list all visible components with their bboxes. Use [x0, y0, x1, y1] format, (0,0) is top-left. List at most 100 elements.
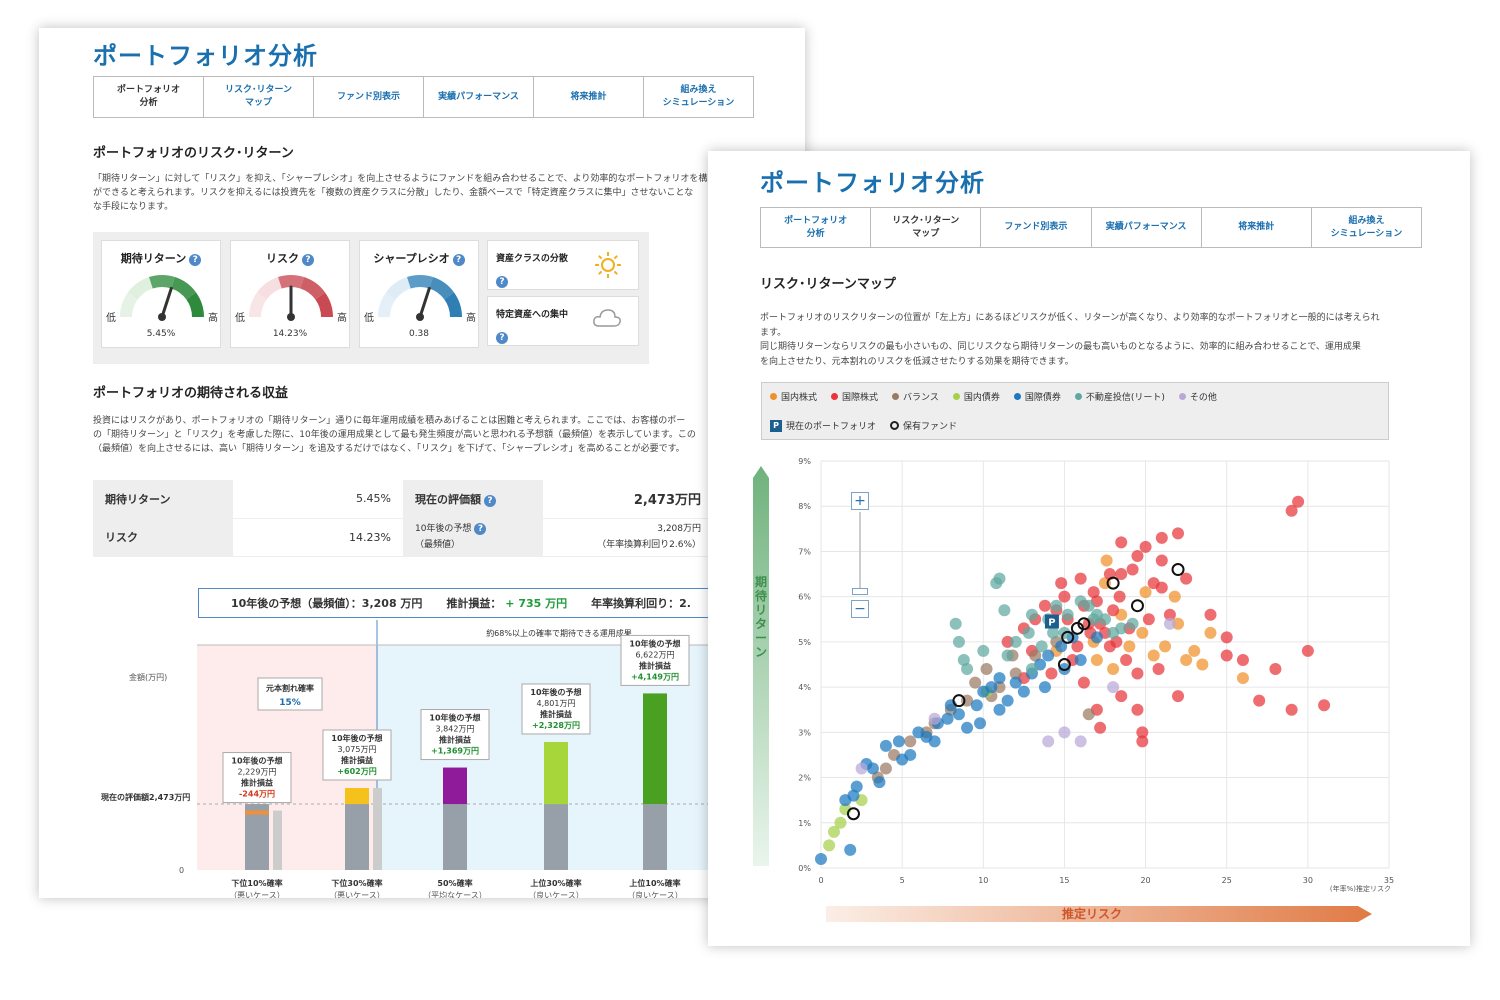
fund-point[interactable]	[1100, 554, 1113, 567]
fund-point[interactable]	[952, 708, 965, 721]
fund-point[interactable]	[1168, 590, 1181, 603]
fund-point[interactable]	[928, 712, 941, 725]
current-portfolio-marker[interactable]: P	[1044, 614, 1059, 629]
fund-point[interactable]	[1042, 735, 1055, 748]
fund-point[interactable]	[1152, 663, 1165, 676]
fund-point[interactable]	[1155, 531, 1168, 544]
fund-point[interactable]	[970, 699, 983, 712]
fund-point[interactable]	[1009, 676, 1022, 689]
fund-point[interactable]	[1045, 667, 1058, 680]
fund-point[interactable]	[1120, 653, 1133, 666]
fund-point[interactable]	[1055, 577, 1068, 590]
fund-point[interactable]	[892, 735, 905, 748]
fund-point[interactable]	[1025, 663, 1038, 676]
fund-point[interactable]	[985, 681, 998, 694]
fund-point[interactable]	[1123, 640, 1136, 653]
legend-item[interactable]: 国際株式	[831, 390, 878, 403]
fund-point[interactable]	[1188, 644, 1201, 657]
fund-point[interactable]	[1074, 653, 1087, 666]
fund-point[interactable]	[1058, 726, 1071, 739]
fund-point[interactable]	[993, 672, 1006, 685]
fund-point[interactable]	[1196, 658, 1209, 671]
fund-point[interactable]	[1131, 667, 1144, 680]
held-fund-marker[interactable]	[1077, 617, 1091, 631]
tab-5[interactable]: 将来推計	[533, 77, 643, 117]
fund-point[interactable]	[957, 653, 970, 666]
fund-point[interactable]	[1082, 708, 1095, 721]
help-icon[interactable]: ?	[496, 276, 508, 288]
fund-point[interactable]	[1009, 667, 1022, 680]
fund-point[interactable]	[1139, 586, 1152, 599]
fund-point[interactable]	[1071, 640, 1084, 653]
fund-point[interactable]	[941, 712, 954, 725]
fund-point[interactable]	[1107, 681, 1120, 694]
fund-point[interactable]	[1058, 590, 1071, 603]
fund-point[interactable]	[1029, 649, 1042, 662]
fund-point[interactable]	[1236, 653, 1249, 666]
help-icon[interactable]: ?	[483, 494, 496, 507]
fund-point[interactable]	[1074, 572, 1087, 585]
fund-point[interactable]	[1090, 631, 1103, 644]
fund-point[interactable]	[1094, 721, 1107, 734]
fund-point[interactable]	[1087, 586, 1100, 599]
fund-point[interactable]	[1220, 631, 1233, 644]
legend-item[interactable]: その他	[1178, 390, 1217, 403]
fund-point[interactable]	[1055, 640, 1068, 653]
fund-point[interactable]	[1113, 590, 1126, 603]
fund-point[interactable]	[879, 762, 892, 775]
fund-point[interactable]	[993, 703, 1006, 716]
fund-point[interactable]	[961, 663, 974, 676]
fund-point[interactable]	[1099, 613, 1111, 626]
fund-point[interactable]	[1090, 653, 1103, 666]
zoom-slider-handle[interactable]	[852, 588, 868, 595]
tab-5[interactable]: 将来推計	[1200, 208, 1311, 247]
fund-point[interactable]	[1285, 504, 1298, 517]
fund-point[interactable]	[855, 762, 868, 775]
fund-point[interactable]	[1136, 735, 1149, 748]
fund-point[interactable]	[998, 604, 1011, 617]
fund-point[interactable]	[1292, 495, 1305, 508]
fund-point[interactable]	[1126, 563, 1139, 576]
fund-point[interactable]	[904, 735, 917, 748]
fund-point[interactable]	[1159, 640, 1172, 653]
fund-point[interactable]	[1042, 649, 1055, 662]
fund-point[interactable]	[1172, 690, 1185, 703]
fund-point[interactable]	[969, 676, 982, 689]
fund-point[interactable]	[1318, 699, 1331, 712]
help-icon[interactable]: ?	[452, 254, 465, 266]
fund-point[interactable]	[1253, 694, 1266, 707]
fund-point[interactable]	[1204, 608, 1217, 621]
help-icon[interactable]: ?	[496, 332, 508, 344]
help-icon[interactable]: ?	[474, 523, 487, 535]
fund-point[interactable]	[974, 717, 987, 730]
fund-point[interactable]	[873, 776, 886, 789]
fund-point[interactable]	[1103, 640, 1116, 653]
fund-point[interactable]	[1131, 549, 1144, 562]
fund-point[interactable]	[1038, 681, 1051, 694]
fund-point[interactable]	[1147, 577, 1160, 590]
fund-point[interactable]	[827, 825, 840, 838]
fund-point[interactable]	[928, 735, 941, 748]
held-fund-marker[interactable]	[1130, 599, 1144, 613]
fund-point[interactable]	[879, 739, 892, 752]
fund-point[interactable]	[1074, 735, 1087, 748]
fund-point[interactable]	[952, 635, 965, 648]
tab-2[interactable]: リスク･リターン マップ	[203, 77, 313, 117]
fund-point[interactable]	[1035, 640, 1048, 653]
zoom-slider-track[interactable]	[859, 512, 861, 592]
fund-point[interactable]	[1269, 663, 1282, 676]
legend-item[interactable]: 不動産投信(リート)	[1074, 390, 1165, 403]
fund-point[interactable]	[1301, 644, 1314, 657]
fund-point[interactable]	[1107, 604, 1120, 617]
fund-point[interactable]	[1163, 617, 1176, 630]
fund-point[interactable]	[850, 780, 863, 793]
fund-point[interactable]	[1087, 613, 1100, 626]
fund-point[interactable]	[1126, 617, 1139, 630]
zoom-in-button[interactable]: +	[851, 492, 869, 510]
fund-point[interactable]	[823, 839, 836, 852]
fund-point[interactable]	[1180, 653, 1193, 666]
fund-point[interactable]	[1115, 690, 1128, 703]
fund-point[interactable]	[1017, 685, 1030, 698]
fund-point[interactable]	[1172, 527, 1185, 540]
held-fund-marker[interactable]	[1171, 563, 1185, 577]
